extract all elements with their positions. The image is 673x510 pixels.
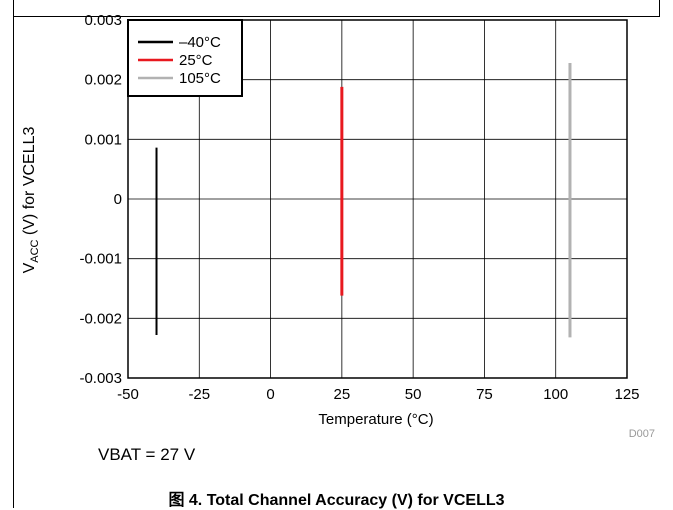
x-axis-label: Temperature (°C) (318, 411, 433, 428)
y-axis-label-subscript: ACC (29, 239, 41, 262)
y-tick-label: -0.001 (79, 251, 122, 268)
x-tick-label: 75 (476, 386, 493, 403)
y-tick-label: 0.003 (84, 12, 122, 29)
legend-label-1: 25°C (179, 52, 213, 69)
figure-frame-right (659, 0, 660, 17)
y-tick-label: 0.002 (84, 72, 122, 89)
tick-labels: -50 -25 0 25 50 75 100 125 -0.003 -0.002 -0.001 0 0.… (79, 12, 639, 403)
y-tick-label: -0.002 (79, 310, 122, 327)
x-tick-label: 50 (405, 386, 422, 403)
y-axis-label-suffix: (V) for VCELL3 (21, 126, 38, 239)
legend-label-2: 105°C (179, 70, 221, 87)
figure-caption: 图 4. Total Channel Accuracy (V) for VCEL… (168, 492, 505, 509)
condition-note: VBAT = 27 V (98, 445, 196, 464)
figure-frame-left (13, 0, 14, 508)
y-tick-label: -0.003 (79, 370, 122, 387)
figure-code: D007 (629, 428, 655, 440)
y-tick-label: 0.001 (84, 131, 122, 148)
x-tick-label: 0 (266, 386, 274, 403)
legend-box (127, 19, 243, 97)
y-axis-label: VACC (V) for VCELL3 (21, 126, 41, 273)
x-tick-label: -25 (188, 386, 210, 403)
y-axis-label-prefix: V (21, 262, 38, 273)
x-tick-label: -50 (117, 386, 139, 403)
series-group (155, 62, 572, 338)
y-tick-label: 0 (114, 191, 122, 208)
x-tick-label: 100 (543, 386, 568, 403)
accuracy-chart: -50 -25 0 25 50 75 100 125 -0.003 -0.002 -0.001 0 0.… (21, 12, 655, 464)
x-tick-label: 25 (334, 386, 351, 403)
x-tick-label: 125 (614, 386, 639, 403)
legend-label-0: –40°C (179, 34, 221, 51)
plot-border (127, 19, 628, 379)
figure-frame-top (13, 16, 660, 17)
